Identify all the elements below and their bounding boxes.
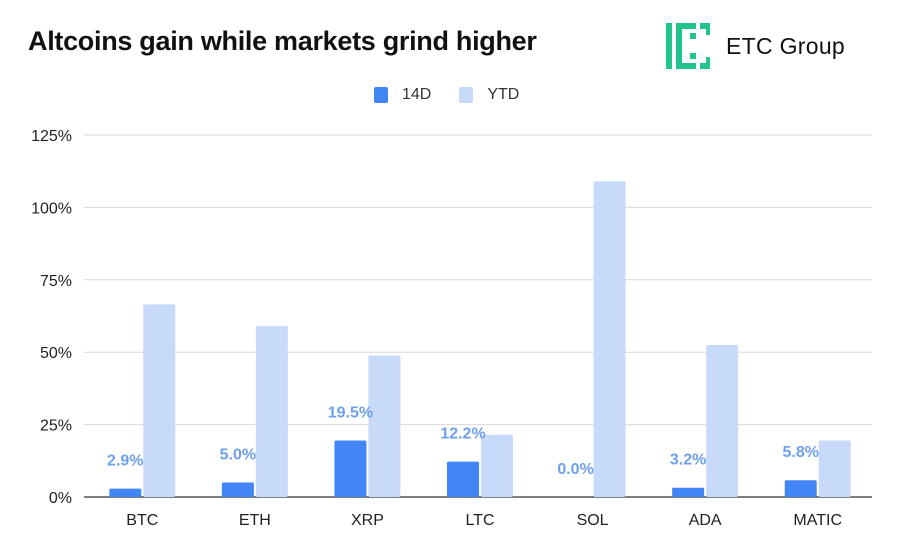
y-tick-label: 75% <box>40 273 72 290</box>
legend-item-ytd: YTD <box>459 86 519 104</box>
y-tick-label: 0% <box>49 490 72 507</box>
x-tick-label: BTC <box>126 512 158 529</box>
bar-ytd <box>368 355 401 497</box>
legend-item-14d: 14D <box>374 86 431 104</box>
data-label-14d: 5.0% <box>220 447 256 464</box>
brand-name: ETC Group <box>726 32 846 59</box>
bar-14d <box>672 487 705 497</box>
legend: 14D YTD <box>374 84 547 106</box>
x-tick-label: SOL <box>577 512 609 529</box>
data-label-14d: 3.2% <box>670 452 706 469</box>
bar-ytd <box>706 344 739 497</box>
etc-group-logo-icon <box>666 23 710 69</box>
data-label-14d: 12.2% <box>440 426 485 443</box>
bar-14d <box>109 488 142 497</box>
x-tick-label: ADA <box>689 512 722 529</box>
bar-ytd <box>255 326 288 497</box>
y-tick-label: 125% <box>31 128 72 145</box>
y-tick-label: 100% <box>31 200 72 217</box>
x-tick-label: ETH <box>239 512 271 529</box>
chart-title: Altcoins gain while markets grind higher <box>28 26 537 56</box>
data-label-14d: 0.0% <box>557 461 593 478</box>
bar-14d <box>784 480 817 497</box>
bar-ytd <box>481 434 513 497</box>
legend-label-ytd: YTD <box>487 86 520 103</box>
bar-14d <box>447 461 479 497</box>
legend-swatch-ytd <box>459 87 474 103</box>
y-tick-label: 25% <box>40 418 72 435</box>
data-label-14d: 19.5% <box>328 405 373 422</box>
x-tick-label: MATIC <box>793 512 842 529</box>
y-tick-label: 50% <box>40 345 72 362</box>
bar-14d <box>221 482 254 497</box>
brand: ETC Group <box>666 22 845 70</box>
data-label-14d: 5.8% <box>782 444 818 461</box>
legend-swatch-14d <box>374 87 388 103</box>
legend-label-14d: 14D <box>402 86 432 103</box>
bar-ytd <box>143 304 176 497</box>
x-tick-label: LTC <box>465 512 494 529</box>
bar-ytd <box>818 440 851 497</box>
x-tick-label: XRP <box>351 512 384 529</box>
bar-14d <box>334 440 367 497</box>
bar-ytd <box>593 181 626 497</box>
data-label-14d: 2.9% <box>107 453 143 470</box>
